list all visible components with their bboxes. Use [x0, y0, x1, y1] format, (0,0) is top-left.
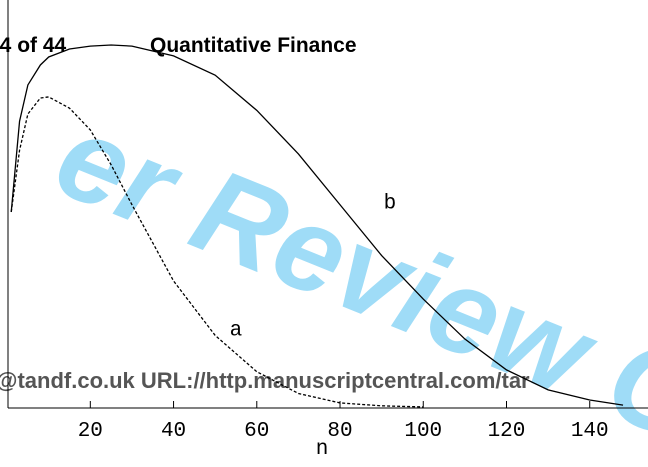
page-number: 44 of 44 [0, 34, 67, 57]
curve-a [10, 96, 424, 408]
x-tick-label: 80 [327, 420, 352, 443]
x-tick-label: 20 [78, 420, 103, 443]
x-tick-label: 100 [404, 420, 442, 443]
curve-label: b [384, 192, 397, 215]
journal-title: Quantitative Finance [150, 34, 357, 57]
x-axis-label: n [316, 438, 329, 461]
watermark: er Review O [39, 88, 648, 467]
x-tick-label: 140 [571, 420, 609, 443]
footer: @tandf.co.uk URL://http.manuscriptcentra… [0, 368, 530, 393]
x-tick-label: 120 [488, 420, 526, 443]
curve-label: a [230, 319, 243, 342]
x-tick-label: 60 [244, 420, 269, 443]
x-tick-label: 40 [161, 420, 186, 443]
curve-b [10, 44, 624, 406]
